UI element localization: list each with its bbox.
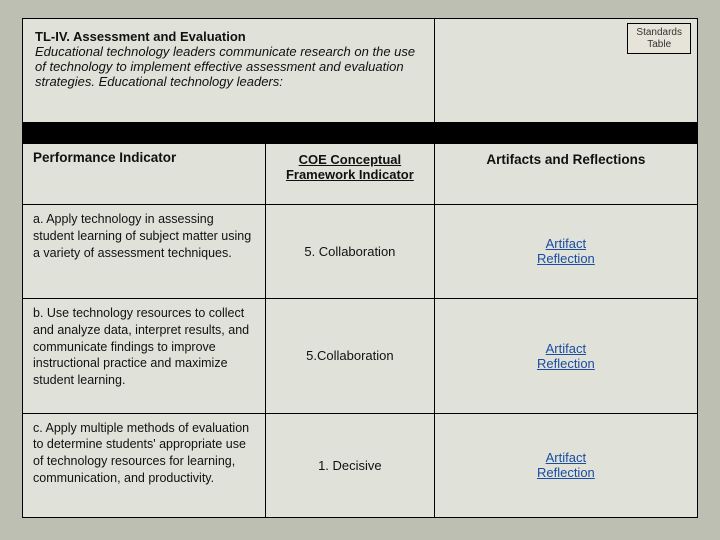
- reflection-link[interactable]: Reflection: [445, 251, 687, 266]
- section-title: TL-IV. Assessment and Evaluation: [35, 29, 246, 44]
- coe-cell: 5.Collaboration: [266, 298, 435, 413]
- col-header-artifacts: Artifacts and Reflections: [434, 144, 697, 205]
- standards-tab-line2: Table: [647, 39, 671, 50]
- artifact-link[interactable]: Artifact: [445, 450, 687, 465]
- slide: TL-IV. Assessment and Evaluation Educati…: [0, 0, 720, 540]
- table-row: b. Use technology resources to collect a…: [23, 298, 698, 413]
- title-row: TL-IV. Assessment and Evaluation Educati…: [23, 19, 698, 123]
- pi-cell: c. Apply multiple methods of evaluation …: [23, 413, 266, 517]
- column-headers-row: Performance Indicator COE Conceptual Fra…: [23, 144, 698, 205]
- col-header-coe: COE Conceptual Framework Indicator: [266, 144, 435, 205]
- artifacts-cell: Artifact Reflection: [434, 413, 697, 517]
- standards-tab-cell: Standards Table: [434, 19, 697, 123]
- reflection-link[interactable]: Reflection: [445, 465, 687, 480]
- col-header-performance-indicator: Performance Indicator: [23, 144, 266, 205]
- pi-text: b. Use technology resources to collect a…: [33, 306, 249, 388]
- coe-cell: 1. Decisive: [266, 413, 435, 517]
- divider-band: [23, 123, 698, 144]
- pi-cell: a. Apply technology in assessing student…: [23, 204, 266, 298]
- pi-cell: b. Use technology resources to collect a…: [23, 298, 266, 413]
- standards-table-button[interactable]: Standards Table: [627, 23, 691, 54]
- standards-tab-line1: Standards: [636, 27, 682, 38]
- artifacts-cell: Artifact Reflection: [434, 204, 697, 298]
- pi-text: a. Apply technology in assessing student…: [33, 212, 251, 260]
- table-row: c. Apply multiple methods of evaluation …: [23, 413, 698, 517]
- section-header-cell: TL-IV. Assessment and Evaluation Educati…: [23, 19, 435, 123]
- table-row: a. Apply technology in assessing student…: [23, 204, 698, 298]
- reflection-link[interactable]: Reflection: [445, 356, 687, 371]
- artifact-link[interactable]: Artifact: [445, 236, 687, 251]
- coe-cell: 5. Collaboration: [266, 204, 435, 298]
- section-description: Educational technology leaders communica…: [35, 44, 415, 89]
- artifact-link[interactable]: Artifact: [445, 341, 687, 356]
- artifacts-cell: Artifact Reflection: [434, 298, 697, 413]
- pi-text: c. Apply multiple methods of evaluation …: [33, 421, 249, 486]
- standards-table: TL-IV. Assessment and Evaluation Educati…: [22, 18, 698, 518]
